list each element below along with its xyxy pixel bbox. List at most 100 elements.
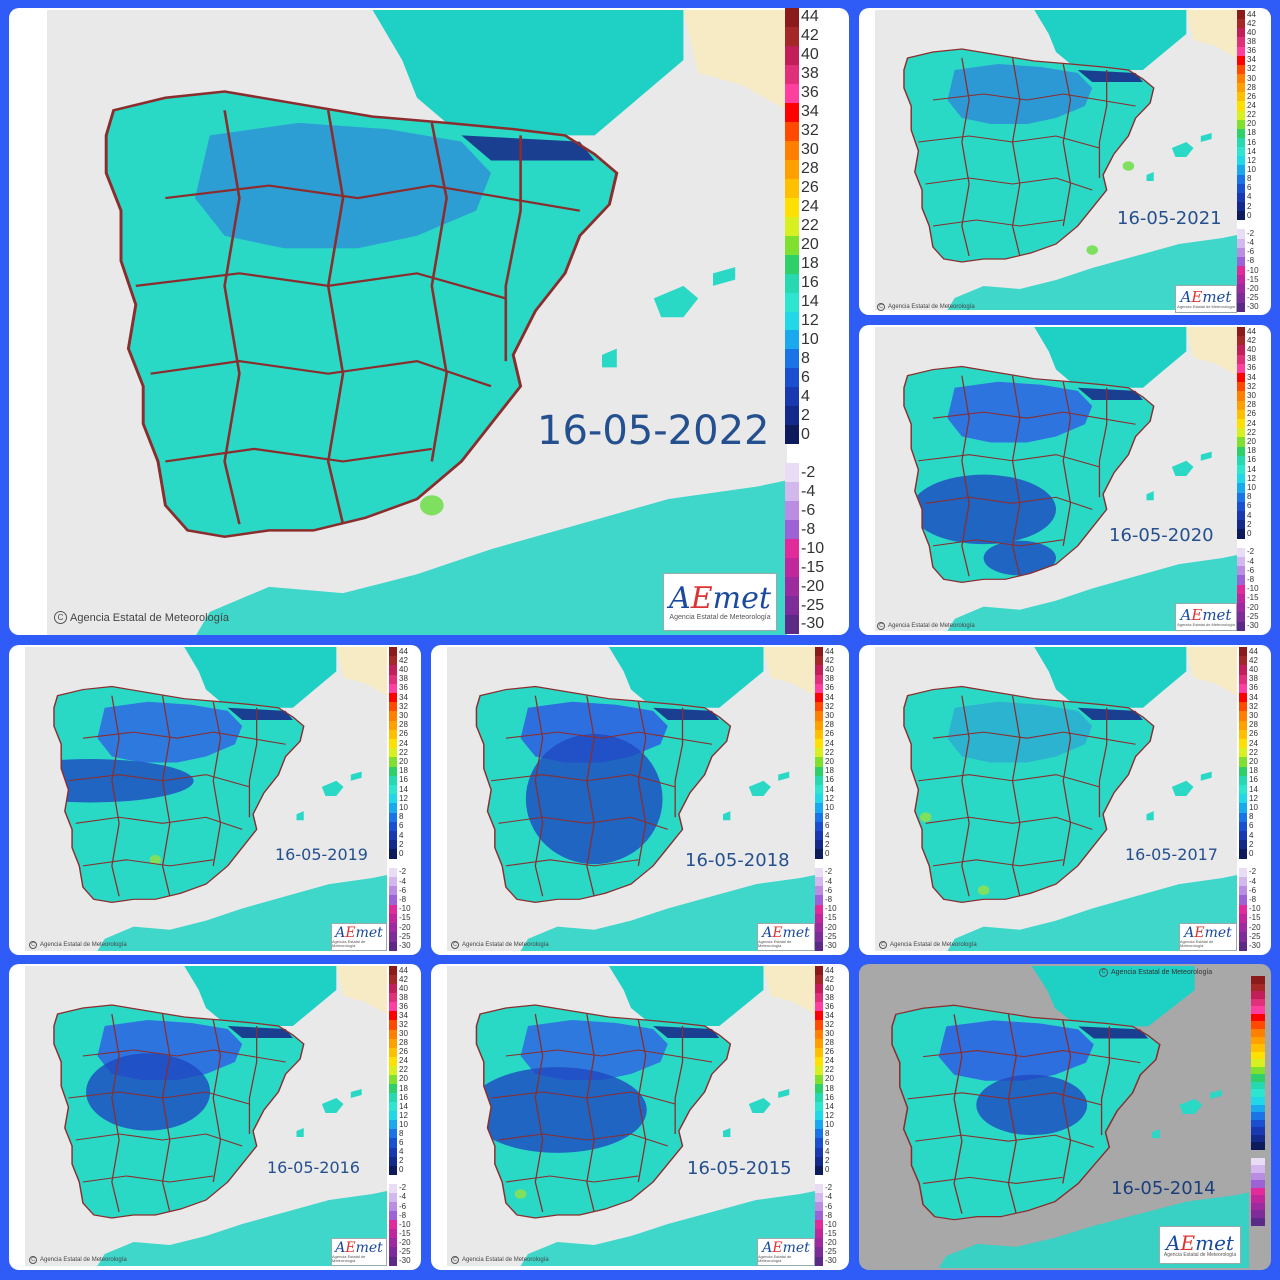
legend-swatch bbox=[1251, 1081, 1265, 1090]
menorca-island bbox=[778, 771, 790, 781]
legend-swatch bbox=[389, 1211, 397, 1221]
legend-swatch bbox=[815, 1156, 823, 1166]
legend-label: 18 bbox=[1247, 446, 1256, 456]
province-border bbox=[922, 1176, 1063, 1184]
legend-swatch bbox=[1251, 1210, 1265, 1218]
date-label: 16-05-2018 bbox=[685, 850, 790, 871]
panel-2021: 16-05-2021 AEmet Agencia Estatal de Mete… bbox=[859, 8, 1271, 315]
legend-label: 24 bbox=[399, 738, 408, 748]
legend-row-negative: -25 bbox=[785, 596, 845, 615]
legend-row-positive: 34 bbox=[815, 693, 847, 703]
legend-row-positive: 34 bbox=[389, 1011, 419, 1021]
legend-row-positive: 40 bbox=[1237, 345, 1269, 355]
legend-swatch bbox=[815, 831, 823, 841]
legend-swatch bbox=[389, 1165, 397, 1175]
legend-row-positive: 36 bbox=[815, 683, 847, 694]
legend-label: 0 bbox=[1247, 210, 1252, 220]
legend-row-positive: 4 bbox=[815, 1147, 847, 1157]
legend-swatch bbox=[815, 1202, 823, 1212]
legend-label: 24 bbox=[1247, 100, 1256, 110]
legend-swatch bbox=[815, 775, 823, 786]
legend-swatch bbox=[785, 615, 799, 634]
cold-zone bbox=[525, 733, 663, 865]
legend-row-positive: 36 bbox=[1237, 46, 1269, 56]
legend-label: 16 bbox=[1249, 775, 1258, 785]
legend-row-positive: 28 bbox=[389, 720, 419, 730]
copyright-credit: C Agencia Estatal de Meteorología bbox=[29, 941, 127, 949]
legend-label: 16 bbox=[399, 775, 408, 785]
legend-label: -8 bbox=[399, 895, 407, 905]
legend-swatch bbox=[815, 1165, 823, 1175]
legend-row-negative: -4 bbox=[389, 877, 419, 887]
credit-text: Agencia Estatal de Meteorología bbox=[890, 942, 977, 948]
province-border bbox=[915, 1134, 1095, 1148]
legend-row-positive: 44 bbox=[1237, 327, 1269, 337]
legend-row-positive: 4 bbox=[1237, 511, 1269, 521]
legend-label: 24 bbox=[825, 738, 834, 748]
legend-row-positive: 16 bbox=[1237, 455, 1269, 466]
legend-row-positive: 8 bbox=[389, 1128, 419, 1139]
legend-row-positive: 44 bbox=[815, 966, 847, 976]
menorca-island bbox=[778, 1089, 790, 1098]
legend-label: 16 bbox=[1247, 137, 1256, 147]
legend-label: 28 bbox=[1247, 400, 1256, 410]
legend-swatch bbox=[815, 683, 823, 694]
cold-zone bbox=[947, 64, 1093, 124]
legend-label: 34 bbox=[1249, 692, 1258, 702]
legend-label: 42 bbox=[1247, 18, 1256, 28]
legend-row-positive bbox=[1251, 998, 1267, 1007]
legend-swatch bbox=[785, 463, 799, 483]
legend-swatch bbox=[1251, 1028, 1265, 1037]
legend-row-negative: -20 bbox=[815, 923, 847, 933]
legend-row-positive: 24 bbox=[1237, 419, 1269, 429]
mallorca-island bbox=[321, 1098, 344, 1113]
legend-swatch bbox=[815, 1111, 823, 1121]
legend-label: 30 bbox=[1249, 711, 1258, 721]
legend-swatch bbox=[815, 665, 823, 675]
legend-row-positive: 36 bbox=[389, 683, 419, 694]
legend-label: 2 bbox=[399, 1156, 404, 1166]
legend-label: 20 bbox=[1247, 437, 1256, 447]
legend-row-positive: 30 bbox=[389, 711, 419, 721]
legend-row-positive: 0 bbox=[389, 1165, 419, 1175]
legend-row-positive: 26 bbox=[815, 1047, 847, 1057]
province-border bbox=[223, 110, 241, 525]
legend-row-positive: 2 bbox=[815, 1156, 847, 1166]
legend-swatch bbox=[1237, 501, 1245, 512]
legend-swatch bbox=[1239, 941, 1247, 951]
legend-row-negative: -4 bbox=[785, 482, 845, 502]
legend-swatch bbox=[815, 1129, 823, 1139]
legend-swatch bbox=[1239, 867, 1247, 878]
legend-label: 44 bbox=[399, 646, 408, 656]
legend-swatch bbox=[785, 406, 799, 426]
legend-row-positive bbox=[1251, 1044, 1267, 1052]
legend-label: -6 bbox=[825, 885, 833, 895]
temperature-legend: 44 42 40 38 36 34 32 30 28 26 24 22 20 18 16 14 12 10 8 6 4 2… bbox=[1237, 327, 1269, 631]
legend-row-positive: 30 bbox=[785, 140, 845, 160]
legend-swatch bbox=[1237, 201, 1245, 212]
legend-swatch bbox=[785, 83, 799, 103]
legend-swatch bbox=[389, 1093, 397, 1103]
legend-row-negative: -20 bbox=[1239, 923, 1269, 933]
copyright-credit: C Agencia Estatal de Meteorología bbox=[877, 303, 975, 311]
africa-land bbox=[97, 875, 387, 951]
legend-swatch bbox=[815, 693, 823, 703]
legend-label: 22 bbox=[1247, 110, 1256, 120]
legend-swatch bbox=[389, 831, 397, 841]
aemet-logo: AEmet Agencia Estatal de Meteorología bbox=[331, 923, 387, 951]
panel-2017: 16-05-2017 AEmet Agencia Estatal de Mete… bbox=[859, 645, 1271, 955]
legend-label: 30 bbox=[399, 711, 408, 721]
legend-swatch bbox=[1239, 840, 1247, 850]
sand-region bbox=[336, 647, 387, 696]
pyrenees-cold bbox=[1078, 1026, 1149, 1039]
legend-label: 18 bbox=[1249, 766, 1258, 776]
legend-row-negative: -20 bbox=[785, 577, 845, 597]
credit-text: Agencia Estatal de Meteorología bbox=[888, 304, 975, 310]
legend-label: 28 bbox=[1247, 82, 1256, 92]
legend-row-positive: 24 bbox=[815, 738, 847, 749]
legend-swatch bbox=[1237, 557, 1245, 567]
legend-swatch bbox=[815, 1093, 823, 1103]
ibiza-island bbox=[723, 811, 731, 821]
legend-row-positive: 42 bbox=[785, 26, 845, 46]
legend-label: 8 bbox=[399, 1128, 404, 1138]
